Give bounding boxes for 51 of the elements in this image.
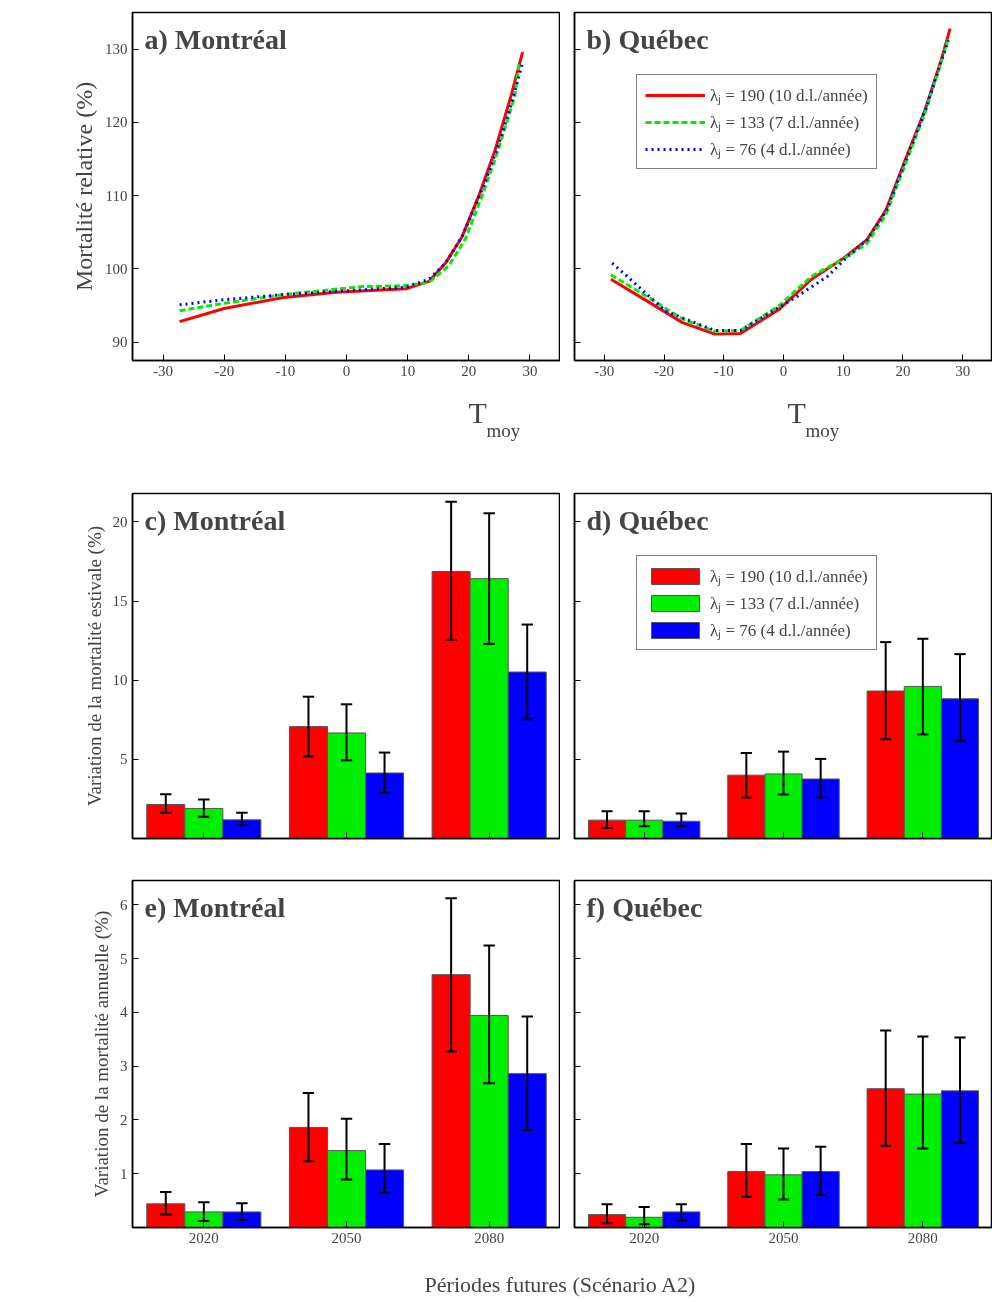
x-tick-label: 30	[955, 362, 971, 379]
y-axis-title: Mortalité relative (%)	[71, 81, 97, 292]
y-tick-label: 15	[112, 593, 128, 610]
y-tick-label: 1	[120, 1165, 128, 1182]
y-tick-label: 90	[112, 334, 128, 351]
y-tick-label: 130	[105, 41, 128, 58]
y-tick-label: 10	[112, 672, 128, 689]
legend-label: λⱼ = 76 (4 d.l./année)	[710, 620, 851, 641]
x-tick-label: -20	[214, 362, 235, 379]
x-tick-label: 0	[779, 362, 788, 379]
x-tick-label: 20	[461, 362, 477, 379]
legend-label: λⱼ = 133 (7 d.l./année)	[710, 112, 860, 133]
y-axis-title: Variation de la mortalité annuelle (%)	[91, 910, 113, 1198]
y-tick-label: 3	[120, 1058, 128, 1075]
legend-label: λⱼ = 133 (7 d.l./année)	[710, 593, 860, 614]
chart-title: d) Québec	[586, 504, 709, 536]
chart-title: c) Montréal	[144, 504, 286, 536]
x-tick-label: -30	[594, 362, 615, 379]
x-tick-label: 2020	[629, 1229, 660, 1246]
x-tick-label: -10	[275, 362, 296, 379]
y-tick-label: 5	[120, 751, 128, 768]
x-tick-label: 30	[522, 362, 538, 379]
chart-title: f) Québec	[586, 891, 703, 923]
x-tick-label: -10	[713, 362, 734, 379]
legend-label: λⱼ = 190 (10 d.l./année)	[710, 566, 868, 587]
x-axis-title: Périodes futures (Scénario A2)	[424, 1271, 696, 1297]
x-tick-label: 2050	[768, 1229, 799, 1246]
x-tick-label: 10	[400, 362, 416, 379]
chart-title: e) Montréal	[144, 891, 286, 923]
y-tick-label: 100	[105, 260, 128, 277]
y-tick-label: 110	[105, 187, 128, 204]
y-tick-label: 120	[105, 114, 128, 131]
x-tick-label: 2020	[188, 1229, 219, 1246]
x-tick-label: -20	[654, 362, 675, 379]
x-tick-label: 2080	[474, 1229, 505, 1246]
chart-title: a) Montréal	[144, 23, 287, 55]
legend-label: λⱼ = 190 (10 d.l./année)	[710, 85, 868, 106]
x-tick-label: -30	[153, 362, 174, 379]
y-tick-label: 2	[120, 1111, 128, 1128]
legend-label: λⱼ = 76 (4 d.l./année)	[710, 139, 851, 160]
y-axis-title: Variation de la mortalité estivale (%)	[83, 525, 106, 807]
x-tick-label: 2050	[331, 1229, 362, 1246]
x-tick-label: 2080	[907, 1229, 938, 1246]
y-tick-label: 4	[120, 1004, 128, 1021]
y-tick-label: 6	[120, 896, 128, 913]
x-tick-label: 0	[342, 362, 351, 379]
chart-title: b) Québec	[586, 23, 709, 55]
x-tick-label: 20	[895, 362, 911, 379]
y-tick-label: 5	[120, 950, 128, 967]
x-tick-label: 10	[835, 362, 851, 379]
y-tick-label: 20	[112, 513, 128, 530]
